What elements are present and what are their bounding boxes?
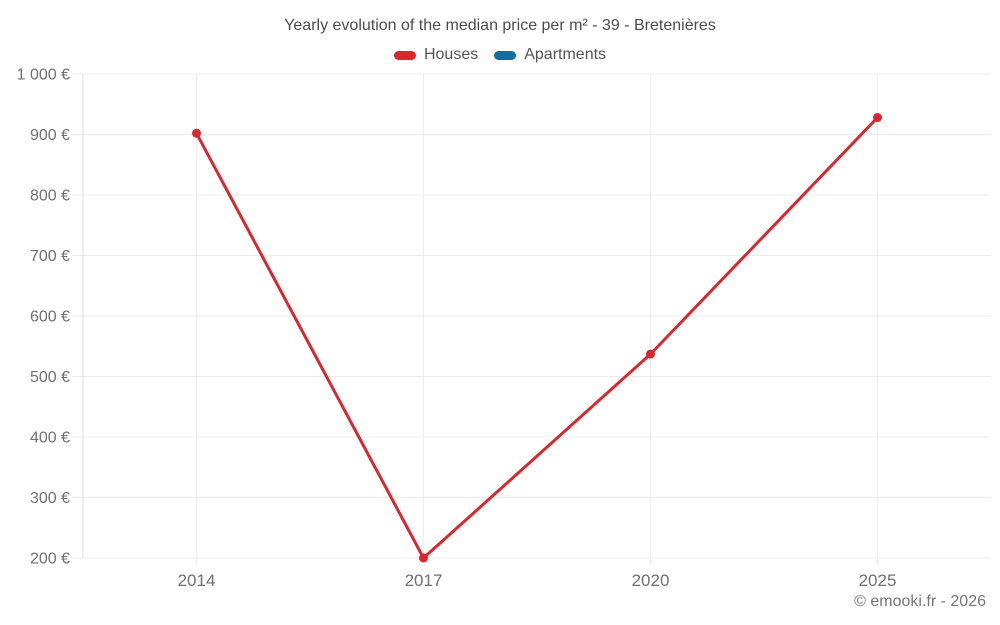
legend-label-apartments: Apartments [524, 46, 607, 63]
data-point-houses-2020 [646, 349, 655, 359]
data-point-houses-2017 [419, 553, 428, 563]
chart-legend: Houses Apartments [0, 46, 1000, 64]
y-axis-label: 800 € [30, 188, 70, 205]
data-point-houses-2014 [192, 128, 201, 138]
legend-swatch-houses [393, 50, 416, 60]
legend-label-houses: Houses [423, 46, 479, 63]
series-line-houses [195, 116, 879, 560]
x-axis-label: 2014 [178, 571, 216, 590]
y-axis-label: 300 € [30, 490, 70, 507]
y-axis-label: 900 € [30, 127, 70, 144]
chart-title: Yearly evolution of the median price per… [284, 17, 716, 34]
y-axis-label: 500 € [30, 369, 70, 386]
copyright-text: © emooki.fr - 2026 [854, 593, 986, 610]
x-axis-label: 2017 [405, 571, 443, 590]
y-axis-label: 200 € [30, 551, 70, 568]
legend-item-houses[interactable]: Houses [393, 46, 479, 64]
y-axis-label: 1 000 € [17, 67, 70, 84]
y-axis-label: 700 € [30, 248, 70, 265]
x-axis-label: 2025 [859, 571, 897, 590]
data-point-houses-2025 [873, 113, 882, 123]
x-axis-label: 2020 [632, 571, 670, 590]
y-axis-label: 600 € [30, 309, 70, 326]
legend-swatch-apartments [494, 50, 517, 60]
legend-item-apartments[interactable]: Apartments [494, 46, 606, 64]
y-axis-label: 400 € [30, 430, 70, 447]
